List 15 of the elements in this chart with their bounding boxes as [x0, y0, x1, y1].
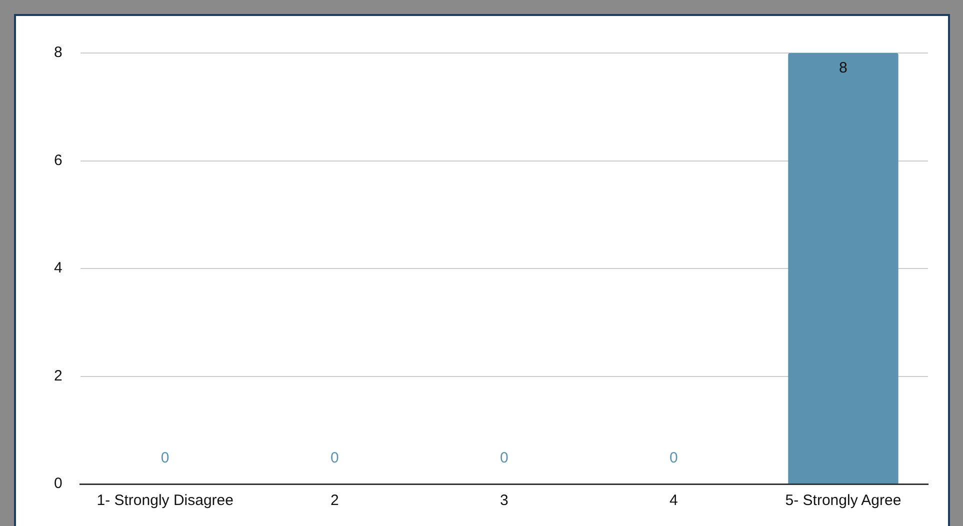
x-tick-label: 4 — [670, 492, 678, 510]
x-tick-label: 5- Strongly Agree — [785, 492, 902, 510]
data-label: 0 — [330, 450, 339, 467]
x-tick-label: 2 — [330, 492, 339, 510]
y-tick-label: 2 — [54, 367, 62, 384]
data-label: 8 — [839, 60, 848, 77]
x-tick-label: 1- Strongly Disagree — [96, 492, 234, 510]
data-label: 0 — [500, 450, 508, 467]
y-tick-label: 0 — [54, 475, 62, 492]
y-tick-label: 8 — [54, 44, 62, 62]
y-tick-label: 4 — [54, 260, 62, 277]
data-label: 0 — [160, 450, 170, 467]
data-label: 0 — [670, 450, 678, 467]
y-tick-label: 6 — [54, 152, 62, 169]
x-tick-label: 3 — [500, 492, 508, 510]
